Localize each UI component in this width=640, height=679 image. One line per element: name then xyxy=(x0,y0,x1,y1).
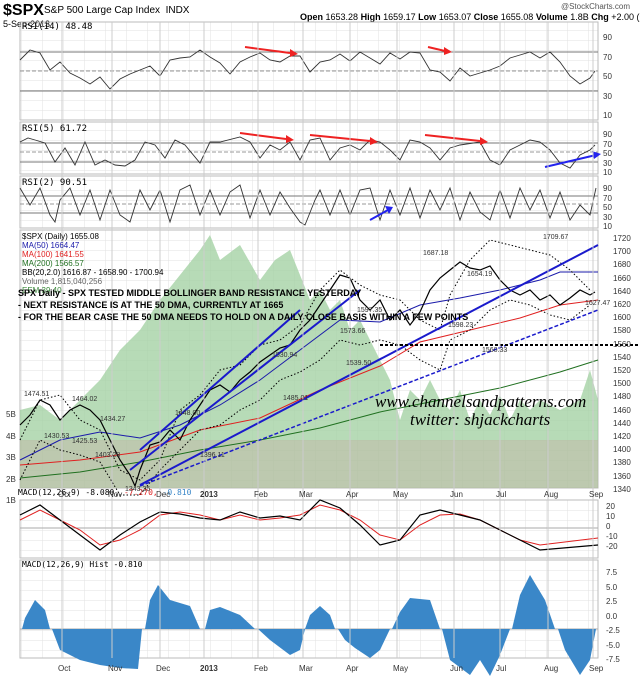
symbol: $SPX xyxy=(3,2,44,19)
macd-panel xyxy=(19,499,599,551)
watermark-twitter: twitter: shjackcharts xyxy=(410,410,551,429)
price-axis: 1720 1700 1680 1660 1640 1620 1600 1580 1560 1540… xyxy=(613,234,631,494)
ohlc-bar: Open 1653.28 High 1659.17 Low 1653.07 Cl… xyxy=(300,12,640,22)
rsi14-label: RSI(14) 48.48 xyxy=(22,22,93,32)
rsi5-label: RSI(5) 61.72 xyxy=(22,124,88,134)
month-axis-bottom: Oct Nov Dec 2013 Feb Mar Apr May Jun Jul Aug Sep xyxy=(58,664,604,673)
hist-label: MACD(12,26,9) Hist -0.810 xyxy=(22,560,143,569)
rsi5-axis: 90 70 50 30 10 xyxy=(603,130,612,177)
note-3: - FOR THE BEAR CASE THE 50 DMA NEEDS TO … xyxy=(18,312,469,322)
symbol-name: S&P 500 Large Cap Index INDX xyxy=(44,5,190,16)
macd-axis: 20 10 0 -10 -20 xyxy=(606,502,618,551)
rsi14-axis: 90 70 50 30 10 xyxy=(603,33,612,120)
price-legend: $SPX (Daily) 1655.08 MA(50) 1664.47 MA(1… xyxy=(22,232,164,295)
rsi14-panel xyxy=(19,46,598,92)
note-1: SPX Daily - SPX TESTED MIDDLE BOLLINGER … xyxy=(18,288,362,298)
rsi2-axis: 90 70 50 30 10 xyxy=(603,184,612,231)
hist-axis: 7.5 5.0 2.5 0.0 -2.5 -5.0 -7.5 xyxy=(606,568,620,664)
macd-label: MACD(12,26,9) -8.080, -7.270, -0.810 xyxy=(18,488,192,497)
note-2: - NEXT RESISTANCE IS AT THE 50 DMA, CURR… xyxy=(18,300,284,310)
watermark-site: www.channelsandpatterns.com xyxy=(375,392,587,411)
month-axis-top: Oct Nov Dec 2013 Feb Mar Apr May Jun Jul Aug Sep xyxy=(58,490,604,499)
rsi2-label: RSI(2) 90.51 xyxy=(22,178,88,188)
volume-axis: 5B 4B 3B 2B 1B xyxy=(6,410,16,505)
copyright: @StockCharts.com xyxy=(560,2,630,11)
hist-panel xyxy=(20,575,598,676)
rsi5-panel xyxy=(19,132,601,169)
